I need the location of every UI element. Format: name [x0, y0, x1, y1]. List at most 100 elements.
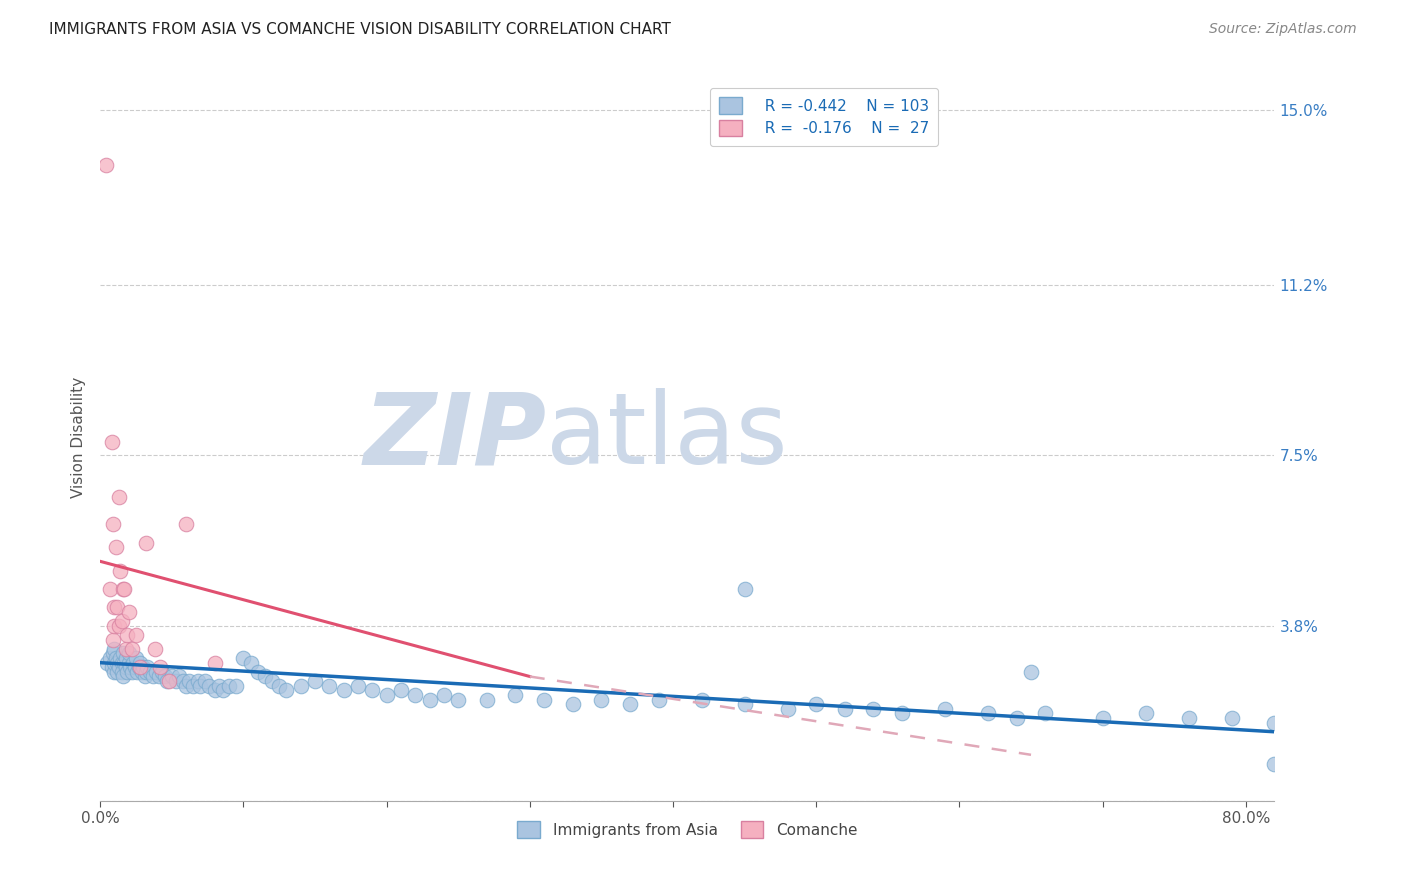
Point: [112, 582, 135, 596]
Point: [122, 656, 145, 670]
Point: [103, 619, 125, 633]
Point: [776, 702, 799, 716]
Point: [647, 692, 669, 706]
Point: [104, 651, 127, 665]
Point: [447, 692, 470, 706]
Point: [98, 651, 121, 665]
Point: [121, 641, 143, 656]
Point: [118, 647, 141, 661]
Text: IMMIGRANTS FROM ASIA VS COMANCHE VISION DISABILITY CORRELATION CHART: IMMIGRANTS FROM ASIA VS COMANCHE VISION …: [49, 22, 671, 37]
Point: [127, 665, 149, 679]
Point: [115, 641, 138, 656]
Point: [103, 641, 125, 656]
Point: [110, 656, 132, 670]
Point: [105, 656, 128, 670]
Point: [118, 656, 141, 670]
Point: [105, 665, 128, 679]
Point: [94, 158, 117, 172]
Point: [118, 605, 141, 619]
Point: [418, 692, 440, 706]
Point: [269, 679, 291, 693]
Point: [734, 582, 756, 596]
Point: [100, 434, 122, 449]
Point: [225, 679, 247, 693]
Point: [318, 679, 340, 693]
Point: [121, 665, 143, 679]
Point: [404, 688, 426, 702]
Point: [114, 582, 136, 596]
Point: [232, 651, 254, 665]
Point: [361, 683, 384, 698]
Point: [253, 669, 276, 683]
Point: [125, 628, 148, 642]
Point: [194, 674, 217, 689]
Point: [619, 697, 641, 711]
Point: [862, 702, 884, 716]
Point: [104, 541, 127, 555]
Point: [110, 665, 132, 679]
Point: [246, 665, 269, 679]
Point: [276, 683, 298, 698]
Point: [156, 674, 179, 689]
Point: [591, 692, 613, 706]
Point: [153, 669, 176, 683]
Point: [734, 697, 756, 711]
Point: [375, 688, 398, 702]
Point: [101, 647, 124, 661]
Point: [103, 665, 125, 679]
Point: [1091, 711, 1114, 725]
Point: [131, 665, 153, 679]
Point: [174, 517, 197, 532]
Point: [218, 679, 240, 693]
Point: [891, 706, 914, 721]
Point: [347, 679, 370, 693]
Point: [112, 669, 135, 683]
Point: [148, 669, 170, 683]
Point: [107, 660, 129, 674]
Point: [107, 490, 129, 504]
Point: [160, 669, 183, 683]
Point: [505, 688, 527, 702]
Point: [135, 665, 157, 679]
Point: [174, 679, 197, 693]
Point: [108, 564, 131, 578]
Y-axis label: Vision Disability: Vision Disability: [72, 376, 86, 498]
Point: [135, 536, 157, 550]
Point: [115, 660, 138, 674]
Point: [204, 683, 226, 698]
Point: [105, 600, 128, 615]
Point: [172, 674, 194, 689]
Text: Source: ZipAtlas.com: Source: ZipAtlas.com: [1209, 22, 1357, 37]
Point: [561, 697, 583, 711]
Point: [107, 619, 129, 633]
Point: [103, 600, 125, 615]
Point: [934, 702, 956, 716]
Point: [1033, 706, 1056, 721]
Point: [112, 647, 135, 661]
Point: [181, 679, 204, 693]
Point: [1177, 711, 1199, 725]
Point: [117, 628, 139, 642]
Point: [1220, 711, 1243, 725]
Point: [204, 656, 226, 670]
Point: [690, 692, 713, 706]
Point: [103, 656, 125, 670]
Point: [533, 692, 555, 706]
Point: [177, 674, 200, 689]
Point: [136, 660, 159, 674]
Point: [304, 674, 326, 689]
Point: [212, 683, 235, 698]
Point: [125, 651, 148, 665]
Point: [1005, 711, 1028, 725]
Point: [114, 656, 136, 670]
Text: ZIP: ZIP: [363, 388, 547, 485]
Point: [143, 641, 166, 656]
Point: [134, 669, 156, 683]
Point: [110, 614, 132, 628]
Point: [96, 656, 118, 670]
Point: [389, 683, 412, 698]
Point: [98, 582, 121, 596]
Point: [149, 660, 172, 674]
Point: [1019, 665, 1042, 679]
Point: [190, 679, 212, 693]
